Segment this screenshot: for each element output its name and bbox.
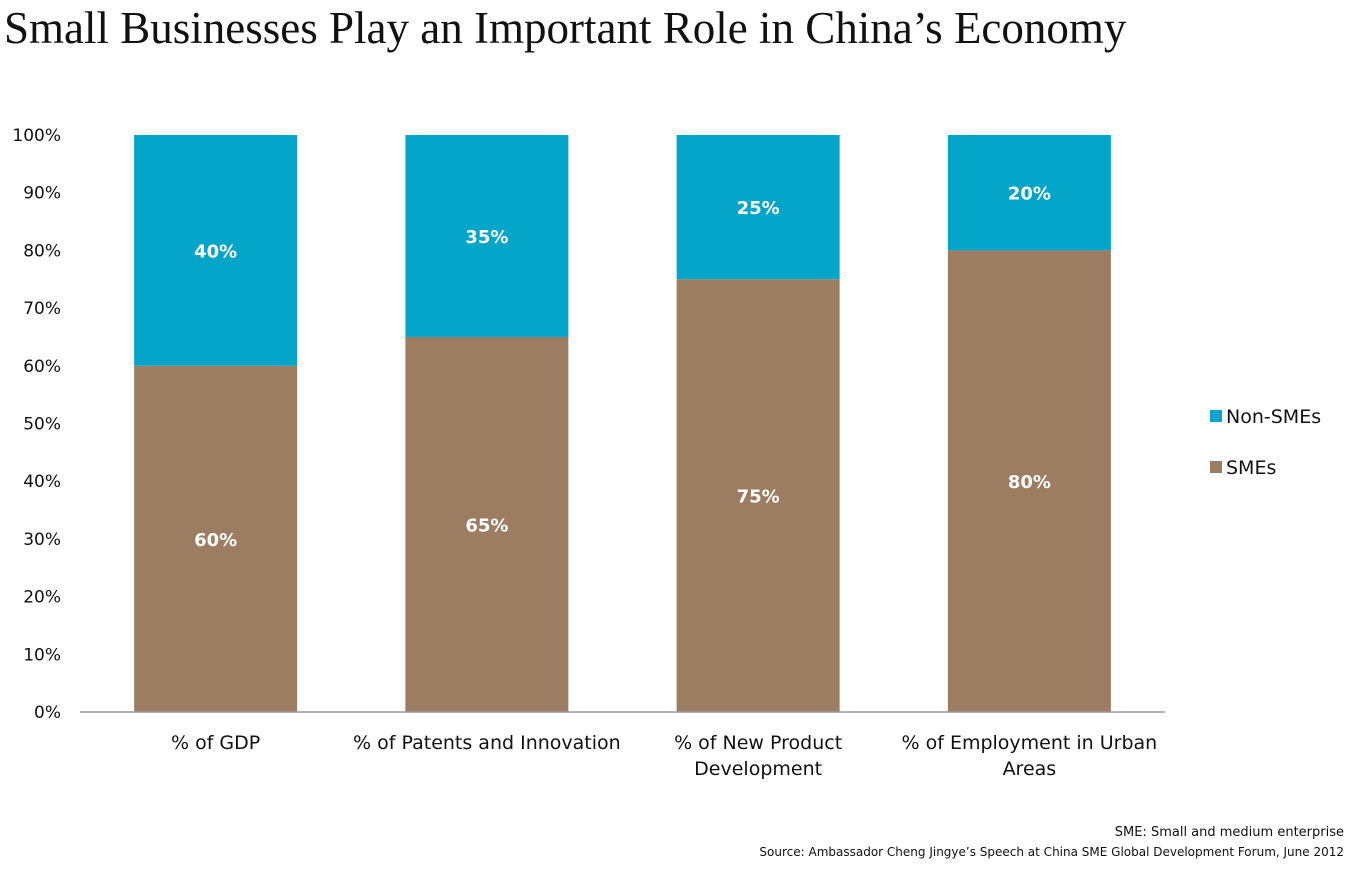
legend: Non-SMEs SMEs <box>1210 406 1321 479</box>
x-tick-label-pct-of-new-product-development: % of New Product Development <box>674 732 842 780</box>
legend-label-non-smes: Non-SMEs <box>1226 406 1321 428</box>
y-tick-label-30: 30% <box>23 530 61 550</box>
footnote-source: Source: Ambassador Cheng Jingye’s Speech… <box>759 845 1344 859</box>
y-tick-label-40: 40% <box>23 472 61 492</box>
bar-smes-pct-of-employment-in-urban-areas <box>947 250 1111 712</box>
x-tick-label-pct-of-patents-and-innovation: % of Patents and Innovation <box>353 732 621 754</box>
legend-swatch-non-smes <box>1210 410 1222 422</box>
x-tick-label-pct-of-gdp: % of GDP <box>171 732 260 754</box>
chart-title: Small Businesses Play an Important Role … <box>4 3 1127 53</box>
bar-non-smes-pct-of-patents-and-innovation <box>405 135 569 337</box>
data-label-non-smes-pct-of-gdp: 40% <box>194 241 237 262</box>
bar-non-smes-pct-of-new-product-development <box>676 135 840 280</box>
data-label-smes-pct-of-new-product-development: 75% <box>737 487 780 508</box>
bar-smes-pct-of-patents-and-innovation <box>405 336 569 712</box>
bars: 60% 40% 65% 35% 75% 25% 80% 20% <box>134 135 1111 712</box>
y-tick-label-0: 0% <box>34 703 61 723</box>
bar-non-smes-pct-of-employment-in-urban-areas <box>947 135 1111 251</box>
data-label-smes-pct-of-patents-and-innovation: 65% <box>465 515 508 536</box>
y-tick-label-80: 80% <box>23 241 61 261</box>
y-tick-label-60: 60% <box>23 357 61 377</box>
y-tick-label-70: 70% <box>23 299 61 319</box>
y-tick-label-90: 90% <box>23 184 61 204</box>
footnote-definition: SME: Small and medium enterprise <box>1114 825 1344 840</box>
bar-smes-pct-of-gdp <box>134 365 298 712</box>
x-tick-label-pct-of-employment-in-urban-areas: % of Employment in Urban Areas <box>902 732 1158 780</box>
legend-label-smes: SMEs <box>1226 457 1276 479</box>
bar-smes-pct-of-new-product-development <box>676 279 840 712</box>
x-axis-labels: % of GDP % of Patents and Innovation % of … <box>171 732 1157 780</box>
y-tick-label-100: 100% <box>12 126 61 146</box>
data-label-non-smes-pct-of-new-product-development: 25% <box>737 198 780 219</box>
data-label-non-smes-pct-of-employment-in-urban-areas: 20% <box>1008 184 1051 205</box>
data-label-smes-pct-of-employment-in-urban-areas: 80% <box>1008 472 1051 493</box>
data-label-non-smes-pct-of-patents-and-innovation: 35% <box>465 227 508 248</box>
bar-non-smes-pct-of-gdp <box>134 135 298 366</box>
legend-swatch-smes <box>1210 461 1222 473</box>
y-axis-ticks: 0% 10% 20% 30% 40% 50% 60% 70% 80% 90% 100% <box>12 126 61 723</box>
data-label-smes-pct-of-gdp: 60% <box>194 530 237 551</box>
y-tick-label-10: 10% <box>23 645 61 665</box>
y-tick-label-20: 20% <box>23 588 61 608</box>
y-tick-label-50: 50% <box>23 415 61 435</box>
